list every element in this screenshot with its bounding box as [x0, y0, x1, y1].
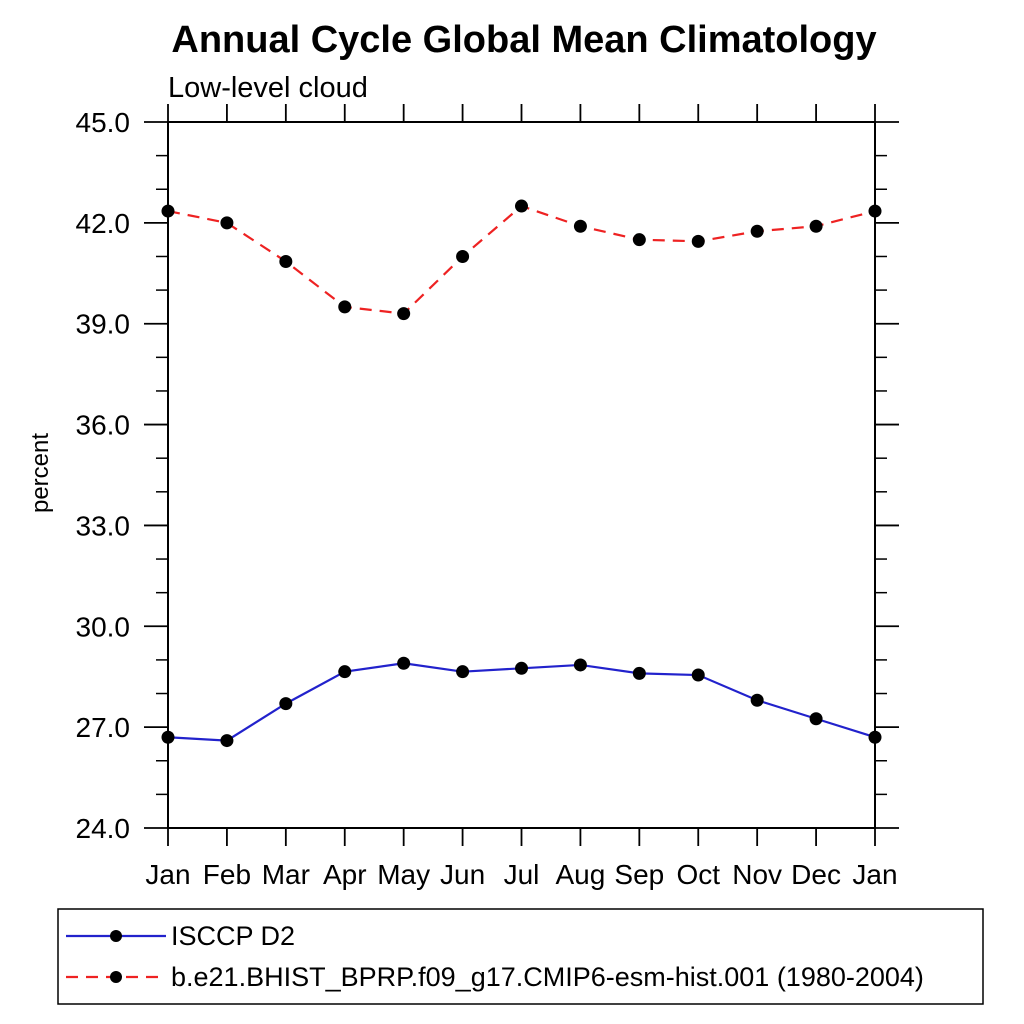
- data-point: [515, 661, 528, 675]
- data-point: [868, 730, 882, 744]
- x-tick-label: Dec: [791, 859, 841, 890]
- series-line-1: [167, 204, 876, 315]
- data-point: [338, 300, 352, 314]
- x-tick-label: Nov: [732, 859, 782, 890]
- series-line-0: [167, 662, 876, 742]
- x-tick-labels: Jan Feb Mar Apr May Jun Jul Aug Sep Oct Nov Dec Jan: [145, 859, 897, 890]
- axis-ticks: [144, 104, 899, 846]
- x-tick-label: Apr: [323, 859, 367, 890]
- data-series: [161, 199, 882, 748]
- data-point: [691, 234, 705, 248]
- data-point: [397, 307, 411, 321]
- x-tick-label: Jul: [504, 859, 540, 890]
- data-point: [632, 233, 646, 247]
- y-tick-label: 27.0: [76, 712, 131, 743]
- data-point: [573, 658, 587, 672]
- data-point: [279, 255, 293, 269]
- data-point: [809, 219, 823, 233]
- x-tick-label: Jun: [440, 859, 485, 890]
- legend-marker-dot: [110, 971, 122, 983]
- legend-item-isccp: ISCCP D2: [66, 921, 295, 951]
- data-point: [220, 216, 234, 230]
- data-point: [809, 712, 823, 726]
- x-tick-label: May: [377, 859, 430, 890]
- legend-marker-dot: [110, 930, 122, 942]
- y-tick-label: 30.0: [76, 611, 131, 642]
- y-tick-label: 36.0: [76, 410, 131, 441]
- x-tick-label: Oct: [676, 859, 720, 890]
- data-point: [338, 665, 352, 679]
- legend-box: [57, 908, 984, 1005]
- plot-frame: [167, 121, 876, 829]
- y-tick-label: 39.0: [76, 309, 131, 340]
- data-point: [220, 734, 234, 748]
- data-point: [456, 249, 470, 263]
- data-point: [750, 224, 764, 238]
- data-point: [515, 199, 528, 213]
- y-tick-label: 42.0: [76, 208, 131, 239]
- data-point: [750, 693, 764, 707]
- data-point: [456, 665, 470, 679]
- y-tick-label: 33.0: [76, 510, 131, 541]
- x-tick-label: Aug: [556, 859, 606, 890]
- y-tick-label: 24.0: [76, 813, 131, 844]
- y-axis-title: percent: [27, 433, 54, 513]
- data-point: [573, 219, 587, 233]
- y-tick-label: 45.0: [76, 107, 131, 138]
- chart-title: Annual Cycle Global Mean Climatology: [171, 19, 876, 61]
- y-tick-labels: 24.0 27.0 30.0 33.0 36.0 39.0 42.0 45.0: [76, 107, 131, 844]
- data-point: [691, 668, 705, 682]
- data-point: [161, 204, 175, 218]
- data-point: [868, 204, 882, 218]
- data-point: [161, 730, 175, 744]
- legend-label-isccp: ISCCP D2: [171, 921, 295, 951]
- x-tick-label: Feb: [203, 859, 251, 890]
- data-point: [279, 697, 293, 711]
- data-point: [397, 656, 411, 670]
- x-tick-label: Jan: [852, 859, 897, 890]
- legend: ISCCP D2 b.e21.BHIST_BPRP.f09_g17.CMIP6-…: [57, 908, 984, 1005]
- x-tick-label: Mar: [262, 859, 310, 890]
- legend-item-model: b.e21.BHIST_BPRP.f09_g17.CMIP6-esm-hist.…: [66, 962, 924, 992]
- data-point: [632, 666, 646, 680]
- legend-label-model: b.e21.BHIST_BPRP.f09_g17.CMIP6-esm-hist.…: [171, 962, 924, 992]
- chart-subtitle: Low-level cloud: [168, 72, 368, 104]
- x-tick-label: Sep: [614, 859, 664, 890]
- x-tick-label: Jan: [145, 859, 190, 890]
